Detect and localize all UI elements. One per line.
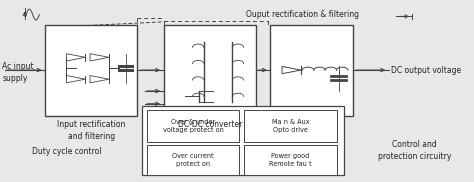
Text: Ma n & Aux
Opto drive: Ma n & Aux Opto drive [272, 119, 309, 133]
Text: Ouput rectification & filtering: Ouput rectification & filtering [246, 10, 359, 19]
Text: Power good
Remote fau t: Power good Remote fau t [269, 153, 311, 167]
Text: DC-DC converter: DC-DC converter [178, 120, 242, 129]
Text: Over & under
voltage protect on: Over & under voltage protect on [163, 119, 224, 133]
Text: Duty cycle control: Duty cycle control [32, 147, 101, 156]
Bar [45, 25, 137, 116]
Bar [147, 145, 239, 175]
Bar [244, 110, 337, 142]
Bar [270, 25, 353, 116]
Text: Ac input
supply: Ac input supply [2, 62, 34, 83]
Bar [164, 25, 256, 116]
Text: Input rectification
and filtering: Input rectification and filtering [57, 120, 126, 141]
Text: Over current
protect on: Over current protect on [173, 153, 214, 167]
Bar [147, 110, 239, 142]
Bar [244, 145, 337, 175]
Text: DC output voltage: DC output voltage [391, 66, 461, 75]
Text: Control and
protection circuitry: Control and protection circuitry [378, 140, 451, 161]
Bar [142, 106, 344, 175]
